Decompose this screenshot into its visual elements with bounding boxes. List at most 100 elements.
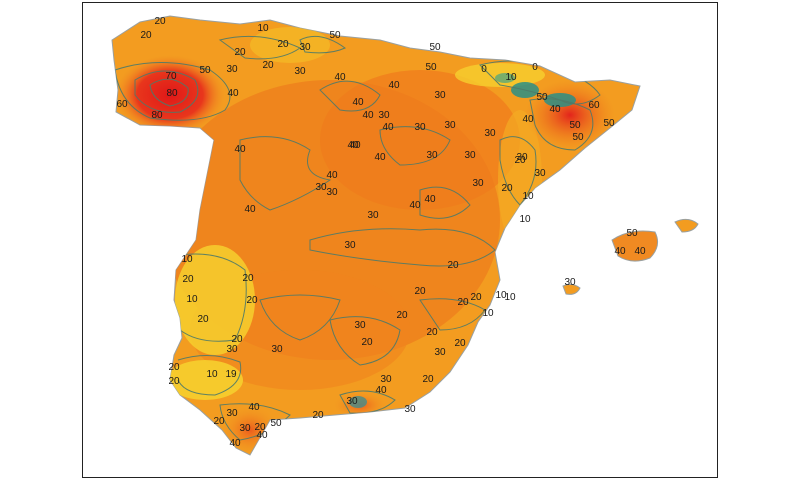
contour-label: 50 — [425, 62, 437, 73]
contour-label: 30 — [315, 182, 327, 193]
contour-label: 20 — [246, 295, 258, 306]
contour-label: 20 — [197, 314, 209, 325]
contour-label: 40 — [362, 110, 374, 121]
contour-label: 40 — [388, 80, 400, 91]
contour-label: 50 — [569, 120, 581, 131]
contour-label: 40 — [334, 72, 346, 83]
contour-label: 20 — [277, 39, 289, 50]
contour-label: 20 — [168, 362, 180, 373]
contour-label: 30 — [226, 64, 238, 75]
contour-label: 30 — [404, 404, 416, 415]
contour-label: 40 — [352, 97, 364, 108]
contour-label: 10 — [181, 254, 193, 265]
contour-label: 30 — [534, 168, 546, 179]
contour-label: 40 — [522, 114, 534, 125]
contour-label: 40 — [234, 144, 246, 155]
contour-label: 40 — [256, 430, 268, 441]
contour-label: 10 — [504, 292, 516, 303]
contour-label: 20 — [414, 286, 426, 297]
contour-label: 50 — [572, 132, 584, 143]
contour-label: 10 — [519, 214, 531, 225]
contour-label: 80 — [151, 110, 163, 121]
contour-label: 50 — [329, 30, 341, 41]
contour-label: 20 — [470, 292, 482, 303]
contour-label: 60 — [588, 100, 600, 111]
contour-label: 20 — [154, 16, 166, 27]
contour-label: 30 — [326, 187, 338, 198]
contour-label: 20 — [361, 337, 373, 348]
contour-label: 19 — [225, 369, 237, 380]
contour-label: 30 — [344, 240, 356, 251]
contour-label: 10 — [186, 294, 198, 305]
contour-label: 30 — [434, 347, 446, 358]
contour-label: 30 — [299, 42, 311, 53]
contour-label: 20 — [514, 155, 526, 166]
contour-label: 20 — [231, 334, 243, 345]
contour-label: 20 — [426, 327, 438, 338]
contour-label: 60 — [116, 99, 128, 110]
contour-label: 20 — [168, 376, 180, 387]
contour-label: 20 — [262, 60, 274, 71]
contour-label: 30 — [516, 152, 528, 163]
contour-label: 30 — [346, 396, 358, 407]
contour-label: 40 — [549, 104, 561, 115]
contour-label: 20 — [312, 410, 324, 421]
contour-label: 40 — [375, 385, 387, 396]
contour-label: 20 — [457, 297, 469, 308]
contour-label: 30 — [464, 150, 476, 161]
contour-label: 40 — [248, 402, 260, 413]
contour-label: 20 — [447, 260, 459, 271]
contour-label: 10 — [482, 308, 494, 319]
contour-label: 30 — [484, 128, 496, 139]
contour-label: 30 — [294, 66, 306, 77]
contour-label: 40 — [326, 170, 338, 181]
contour-label: 30 — [226, 344, 238, 355]
contour-label: 40 — [349, 140, 361, 151]
contour-label: 40 — [614, 246, 626, 257]
balearic-ibiza — [562, 283, 581, 295]
contour-label: 30 — [354, 320, 366, 331]
contour-label: 50 — [199, 65, 211, 76]
contour-label: 20 — [454, 338, 466, 349]
contour-label: 0 — [481, 64, 487, 75]
balearic-menorca — [674, 218, 699, 233]
contour-label: 30 — [239, 423, 251, 434]
contour-label: 20 — [182, 274, 194, 285]
contour-label: 10 — [505, 72, 517, 83]
contour-label: 10 — [495, 290, 507, 301]
contour-label: 40 — [424, 194, 436, 205]
balearic-mallorca — [611, 230, 659, 262]
contour-label: 70 — [165, 71, 177, 82]
contour-label: 10 — [522, 191, 534, 202]
contour-label: 30 — [414, 122, 426, 133]
contour-label: 40 — [227, 88, 239, 99]
contour-label: 30 — [380, 374, 392, 385]
contour-label: 30 — [564, 277, 576, 288]
contour-label: 30 — [472, 178, 484, 189]
contour-label: 50 — [603, 118, 615, 129]
contour-label: 20 — [242, 273, 254, 284]
contour-label: 20 — [213, 416, 225, 427]
contour-label: 30 — [444, 120, 456, 131]
contour-label: 10 — [206, 369, 218, 380]
contour-label: 50 — [626, 228, 638, 239]
contour-label: 20 — [396, 310, 408, 321]
contour-label: 30 — [434, 90, 446, 101]
contour-label: 30 — [226, 408, 238, 419]
contour-label: 20 — [254, 422, 266, 433]
temperature-fill-layer — [115, 27, 615, 455]
contour-label: 80 — [166, 88, 178, 99]
contour-label: 20 — [234, 47, 246, 58]
contour-label: 40 — [347, 140, 359, 151]
contour-label: 50 — [536, 92, 548, 103]
contour-label: 20 — [140, 30, 152, 41]
contour-label: 10 — [257, 23, 269, 34]
contour-label: 20 — [501, 183, 513, 194]
contour-label: 40 — [229, 438, 241, 449]
contour-label: 50 — [429, 42, 441, 53]
contour-label: 40 — [634, 246, 646, 257]
contour-label: 30 — [426, 150, 438, 161]
contour-label: 40 — [244, 204, 256, 215]
